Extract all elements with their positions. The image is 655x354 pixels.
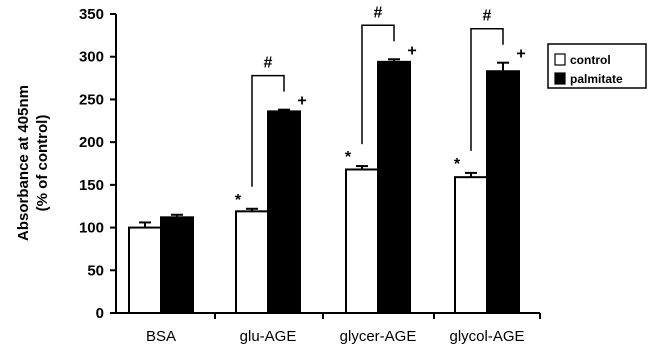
y-tick-label: 300	[79, 49, 104, 66]
significance-mark-control: *	[235, 192, 242, 209]
bar-palmitate	[160, 216, 194, 315]
significance-mark-palmitate: +	[516, 46, 525, 63]
x-tick-label: glycol-AGE	[449, 328, 524, 345]
bar-control	[454, 176, 488, 314]
y-tick-label: 250	[79, 91, 104, 108]
significance-mark-palmitate: +	[407, 42, 416, 59]
x-tick-label: BSA	[146, 328, 176, 345]
y-tick-label: 350	[79, 6, 104, 23]
bar-palmitate	[486, 70, 520, 315]
legend-label-control: control	[570, 53, 611, 67]
comparison-bracket	[470, 27, 504, 151]
axes: 0 50 100 150 200 250 300 350 BSA glu-AGE glycer-AG…	[79, 6, 541, 345]
legend-label-palmitate: palmitate	[570, 72, 623, 86]
bar-control	[345, 168, 379, 314]
y-axis-label-line2: (% of control)	[34, 115, 51, 212]
bar-control	[235, 210, 269, 314]
comparison-symbol: #	[374, 4, 383, 21]
x-tick-label: glu-AGE	[240, 328, 297, 345]
y-axis-label-line1: Absorbance at 405nm	[15, 85, 32, 241]
comparison-symbol: #	[264, 55, 273, 72]
significance-mark-control: *	[345, 149, 352, 166]
comparison-bracket	[251, 74, 285, 187]
axis-labels: Absorbance at 405nm (% of control)	[15, 85, 51, 241]
comparison-bracket	[361, 24, 395, 145]
legend-swatch-palmitate	[554, 72, 566, 85]
bar-palmitate	[267, 110, 301, 315]
y-tick-label: 150	[79, 177, 104, 194]
x-tick-label: glycer-AGE	[340, 328, 417, 345]
legend: control palmitate	[547, 43, 647, 89]
comparison-symbol: #	[483, 8, 492, 25]
annotations: * + * + * + # # #	[235, 4, 526, 209]
legend-swatch-control	[554, 53, 566, 66]
bars	[128, 58, 520, 315]
significance-mark-control: *	[454, 156, 461, 173]
y-tick-label: 100	[79, 220, 104, 237]
bar-control	[128, 226, 162, 314]
y-tick-label: 0	[96, 305, 104, 322]
bar-palmitate	[377, 60, 411, 315]
y-tick-label: 50	[87, 262, 104, 279]
significance-mark-palmitate: +	[297, 93, 306, 110]
y-tick-label: 200	[79, 134, 104, 151]
